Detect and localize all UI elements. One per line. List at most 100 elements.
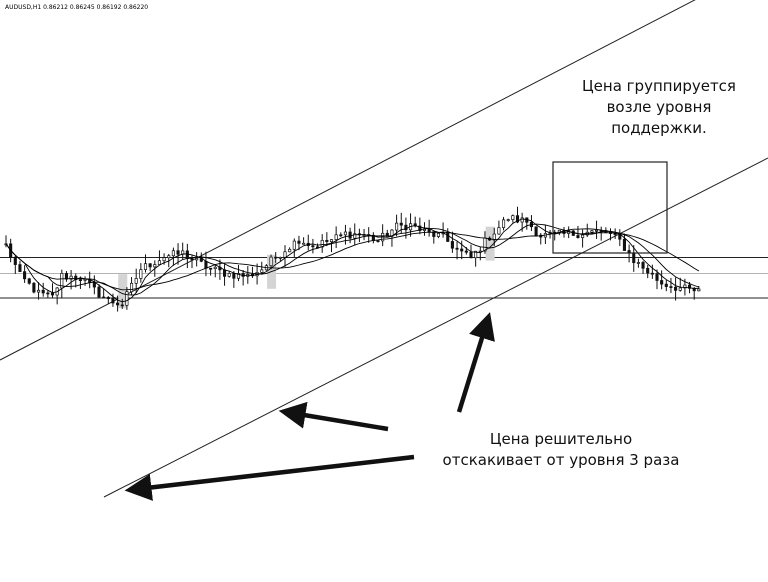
candle-body [283,251,287,258]
candle-body [97,286,101,298]
candle-body [32,282,36,293]
candle-body [329,239,334,242]
candle-body [515,215,520,223]
annotation-line: поддержки. [611,119,707,137]
candle-body [697,288,701,292]
candle-body [232,273,236,279]
candle-body [655,273,659,281]
annotation-support-group: Цена группируется возле уровня поддержки… [548,76,768,139]
candle-body [171,250,175,257]
arrow [278,401,389,432]
candle-body [376,240,380,242]
arrow [456,312,495,413]
candle-body [204,260,208,269]
candle-body [162,257,166,262]
candle-body [223,269,227,277]
candle-body [213,266,217,269]
candle-body [297,240,301,244]
candle-body [678,287,682,291]
candle-body [274,256,278,259]
candle-body [622,238,627,251]
candle-body [455,247,459,250]
candle-body [660,280,664,285]
candle-body [292,240,296,250]
candle-body [116,302,120,306]
candle-body [130,282,134,293]
candle-body [120,304,124,307]
candle-body [46,292,50,295]
candle-body [134,278,138,284]
candle-body [683,284,687,289]
candle-body [343,231,348,236]
candle-body [139,269,143,279]
candle-body [13,256,17,265]
arrow [124,454,415,501]
candle-body [92,282,96,288]
candle-body [469,251,473,259]
candle-body [641,262,645,269]
candle-body [69,275,73,280]
candle-body [78,279,82,282]
candle-body [190,258,194,261]
candle-body [83,278,87,281]
candle-body [576,235,580,239]
candle-body [260,269,264,273]
candle-body [418,225,422,231]
candle-body [41,289,45,294]
candle-body [492,233,496,241]
candle-body [506,219,510,221]
candle-body [302,242,306,245]
candle-body [464,250,468,253]
candle-body [64,273,69,280]
candle-body [636,262,640,264]
candle-body [669,286,673,288]
candle-body [157,260,162,265]
candle-body [167,255,171,259]
candle-body [590,230,594,233]
candle-body [143,263,148,270]
candle-body [106,297,110,299]
candle-body [450,241,454,249]
ohlc-high: 0.86245 [69,4,95,11]
candle-body [436,233,441,237]
candle-body [353,233,357,239]
candle-body [460,248,464,252]
candle-body [632,252,636,264]
candle-body [27,278,31,284]
moving-average-line [5,223,700,296]
candle-body [209,267,213,270]
candle-body [288,248,292,253]
candle-body [102,296,106,299]
moving-average-line [5,218,699,303]
candle-body [395,222,399,231]
touch-highlight [485,226,495,261]
candle-body [664,283,668,287]
ohlc-close: 0.86220 [123,4,149,11]
candle-body [581,234,585,239]
candle-body [474,250,478,259]
candle-body [227,273,231,277]
candle-body [399,222,403,226]
candle-body [148,263,152,268]
candle-body [278,256,282,259]
candle-body [325,239,329,242]
annotation-line: возле уровня [606,98,712,116]
candle-body [520,217,524,223]
candle-body [125,291,129,306]
candle-body [483,237,487,252]
symbol-header: AUDUSD,H1 0.86212 0.86245 0.86192 0.8622… [5,4,148,11]
channel-upper-line [0,0,696,361]
candle-body [650,272,654,275]
ohlc-low: 0.86192 [96,4,122,11]
ohlc-open: 0.86212 [43,4,68,11]
candle-body [502,219,506,228]
candle-body [497,227,501,235]
candle-body [334,234,338,240]
candle-body [422,228,427,231]
candle-body [432,231,436,237]
candle-body [339,234,343,237]
candle-body [111,298,115,304]
candle-body [446,232,450,242]
annotation-line: Цена решительно [489,430,633,448]
